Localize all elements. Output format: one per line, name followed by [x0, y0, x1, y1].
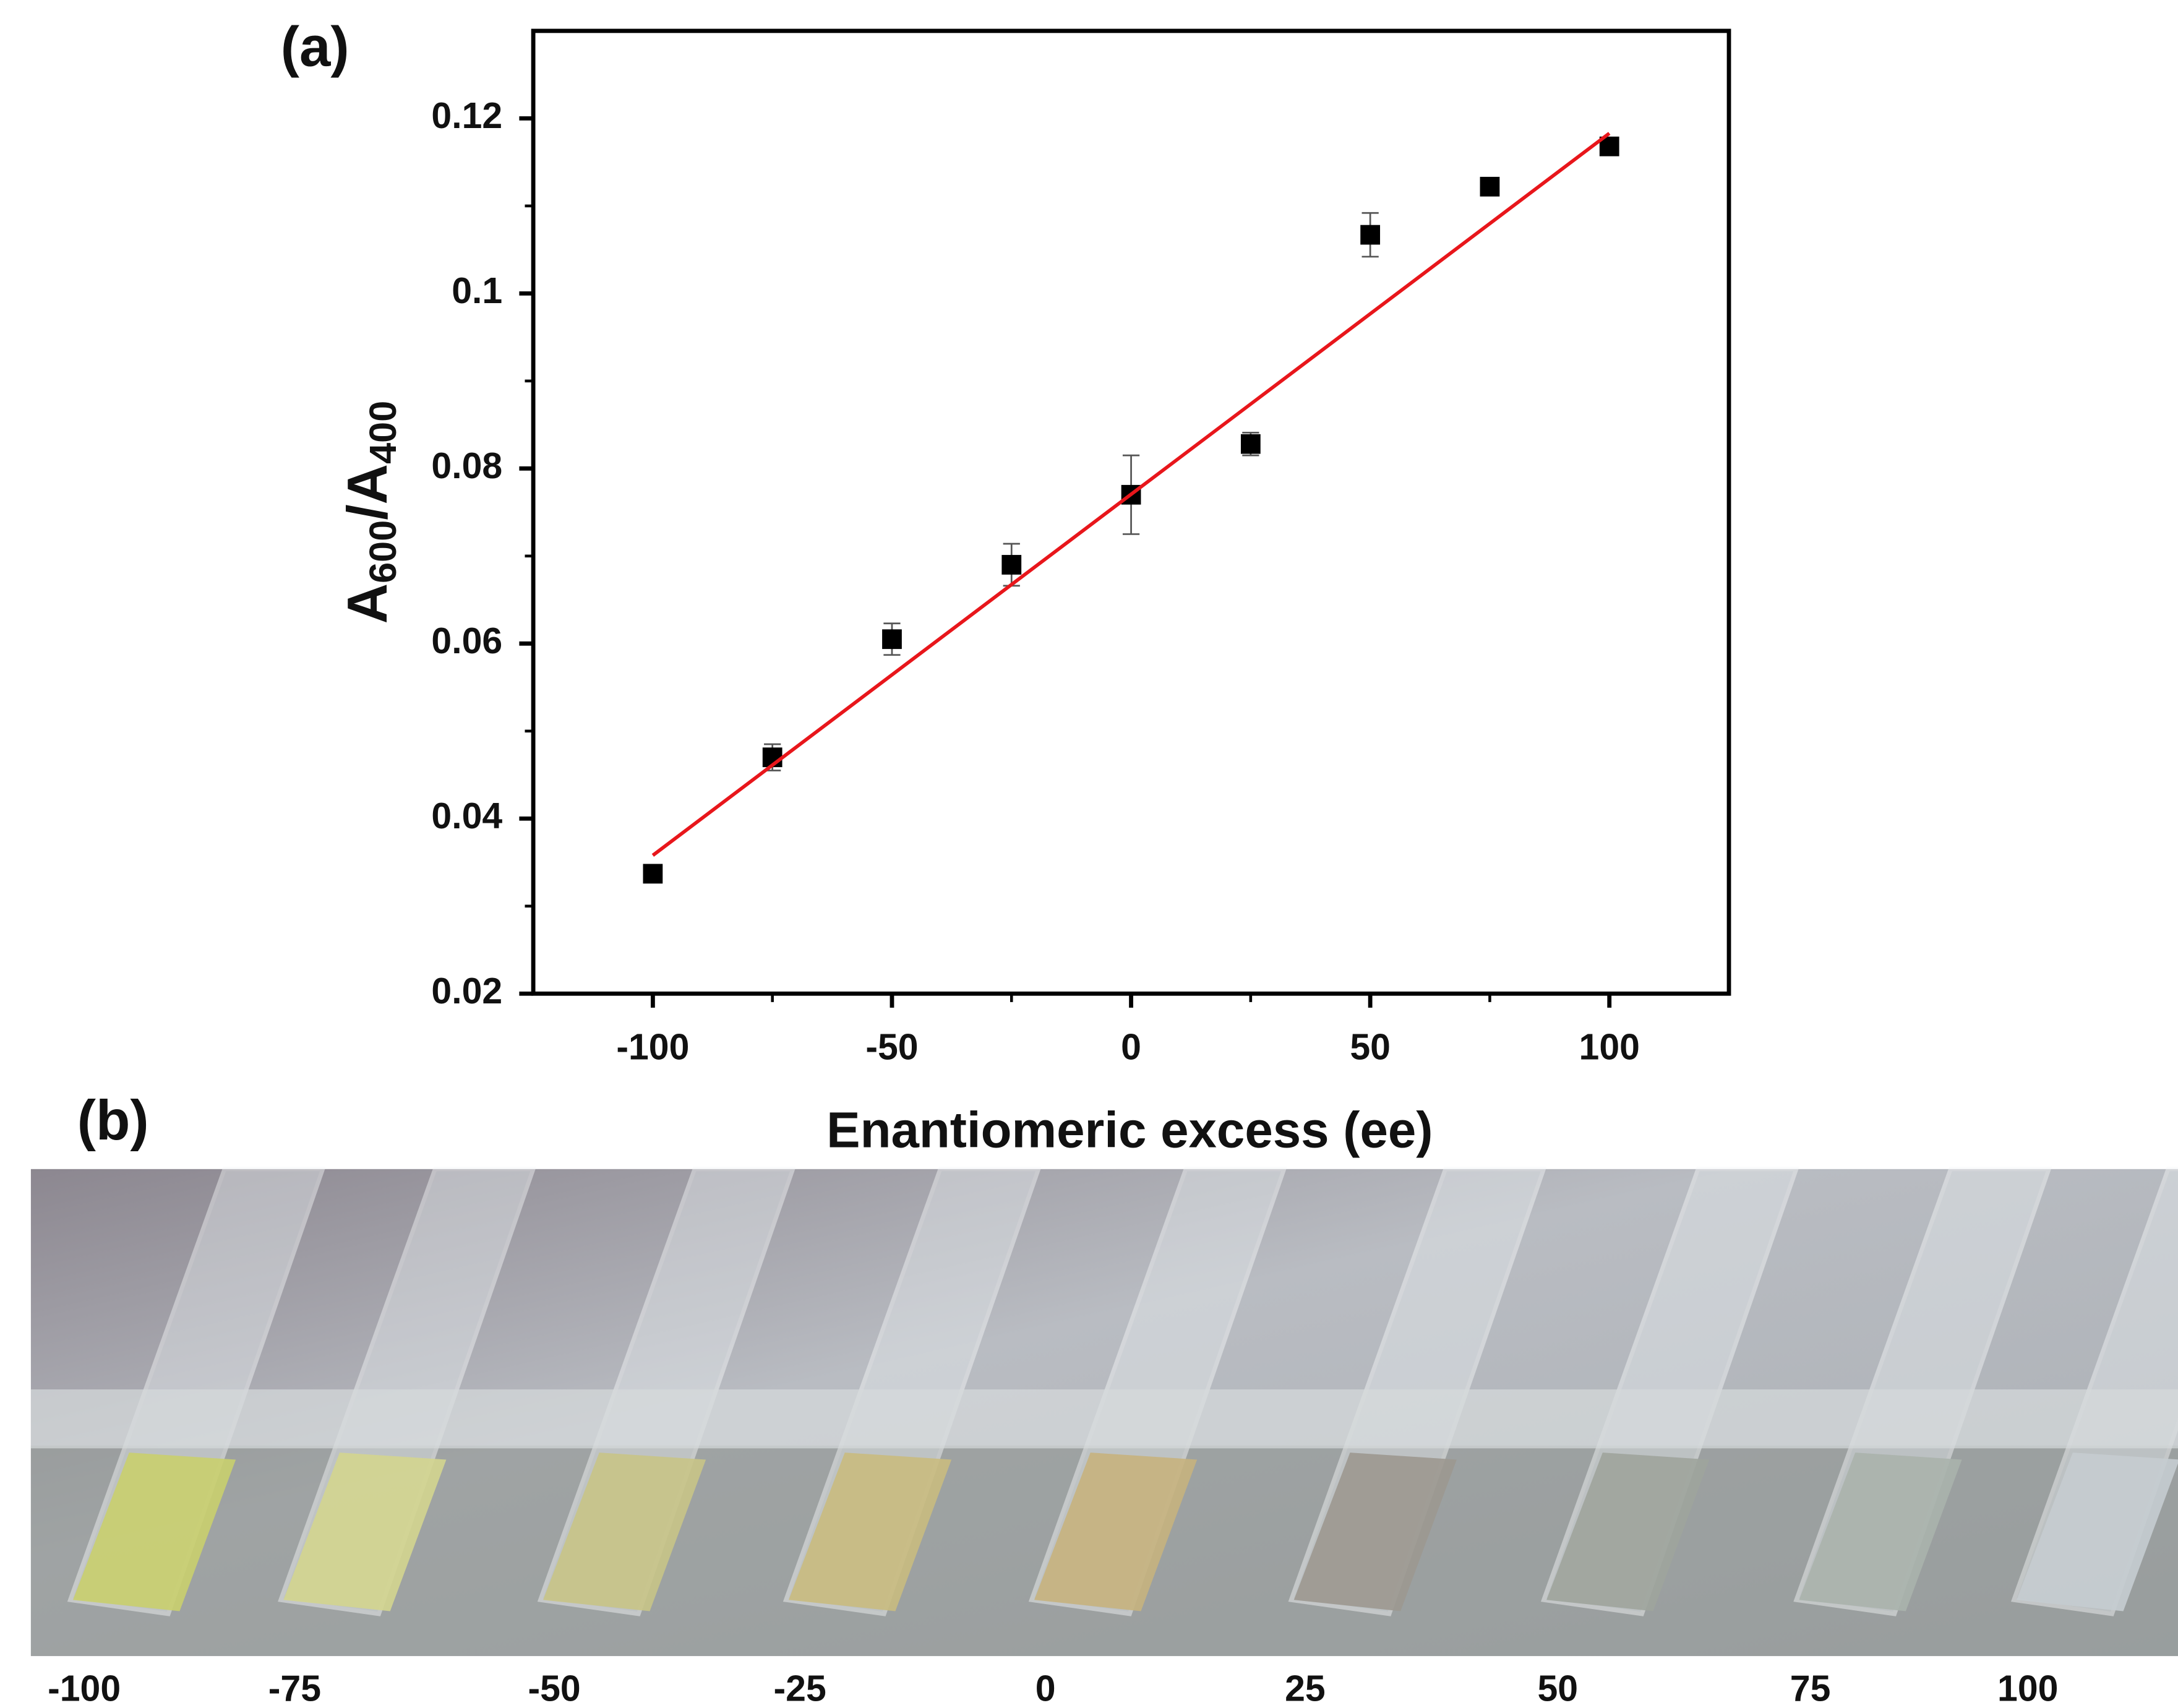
- y-label-part: A: [337, 583, 399, 624]
- x-tick-label: -100: [616, 1028, 689, 1068]
- y-tick-label: 0.02: [431, 971, 502, 1011]
- data-point: [1240, 434, 1261, 454]
- tube-liquid: [283, 1453, 447, 1611]
- y-label-part: /A: [337, 464, 399, 520]
- panel-label: (a): [281, 16, 349, 79]
- tube-label: -50: [528, 1668, 581, 1708]
- tube-liquid: [789, 1453, 952, 1611]
- y-label-sub: 400: [362, 401, 404, 464]
- tube-liquid: [542, 1453, 706, 1611]
- tube-liquid: [1546, 1453, 1710, 1611]
- rack-plate: [30, 1389, 2178, 1449]
- y-label-sub: 600: [362, 520, 404, 583]
- tube-label: 0: [1035, 1668, 1056, 1708]
- tube-liquid: [1034, 1453, 1198, 1611]
- x-axis-label: Enantiomeric excess (ee): [826, 1102, 1433, 1159]
- tube-label: 75: [1790, 1668, 1831, 1708]
- data-point: [1360, 225, 1381, 245]
- tube-liquid: [2017, 1453, 2178, 1611]
- data-point: [882, 629, 902, 650]
- tube-label: 50: [1537, 1668, 1578, 1708]
- data-point: [1001, 555, 1022, 575]
- tube-label: -25: [774, 1668, 826, 1708]
- tube-liquid: [72, 1453, 236, 1611]
- y-tick-label: 0.06: [431, 621, 502, 661]
- x-tick-label: 100: [1579, 1028, 1640, 1068]
- data-point: [643, 864, 663, 884]
- panel-label: (b): [77, 1089, 149, 1152]
- y-tick-label: 0.12: [431, 96, 502, 136]
- x-tick-label: 50: [1350, 1028, 1391, 1068]
- y-axis-label: A600/A400: [337, 401, 404, 624]
- data-point: [1480, 176, 1500, 197]
- x-tick-label: -50: [865, 1028, 918, 1068]
- x-tick-label: 0: [1121, 1028, 1141, 1068]
- y-tick-label: 0.1: [452, 271, 502, 311]
- y-tick-label: 0.08: [431, 446, 502, 486]
- tube-label: 100: [1997, 1668, 2058, 1708]
- fit-line: [651, 132, 1611, 857]
- y-tick-label: 0.04: [431, 796, 502, 836]
- tube-label: 25: [1285, 1668, 1326, 1708]
- tube-label: -75: [268, 1668, 321, 1708]
- tube-label: -100: [48, 1668, 121, 1708]
- tube-liquid: [1293, 1453, 1457, 1611]
- photo: [30, 1167, 2178, 1657]
- tube-liquid: [1799, 1453, 1962, 1611]
